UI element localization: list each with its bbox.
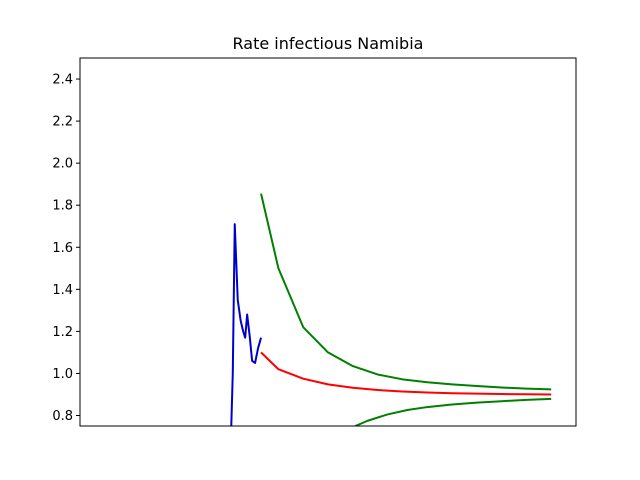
y-tick-label: 0.8: [52, 409, 73, 424]
y-tick-label: 1.2: [52, 325, 73, 340]
y-tick-label: 2.2: [52, 115, 73, 130]
y-tick-label: 1.6: [52, 241, 73, 256]
plot-frame: [79, 57, 577, 427]
series-line-1: [260, 351, 552, 396]
chart-title: Rate infectious Namibia: [233, 34, 424, 53]
y-tick-label: 2.4: [52, 73, 73, 88]
y-tick-label: 1.8: [52, 199, 73, 214]
y-axis: 0.8 1.0 1.2 1.4 1.6 1.8 2.0 2.2 2.4: [52, 73, 80, 424]
y-tick-label: 1.0: [52, 367, 73, 382]
series-line-3: [354, 397, 552, 426]
y-tick-label: 1.4: [52, 283, 73, 298]
y-tick-label: 2.0: [52, 157, 73, 172]
series-line-0: [230, 223, 263, 426]
series-layer: [230, 193, 552, 426]
series-line-2: [260, 193, 552, 391]
